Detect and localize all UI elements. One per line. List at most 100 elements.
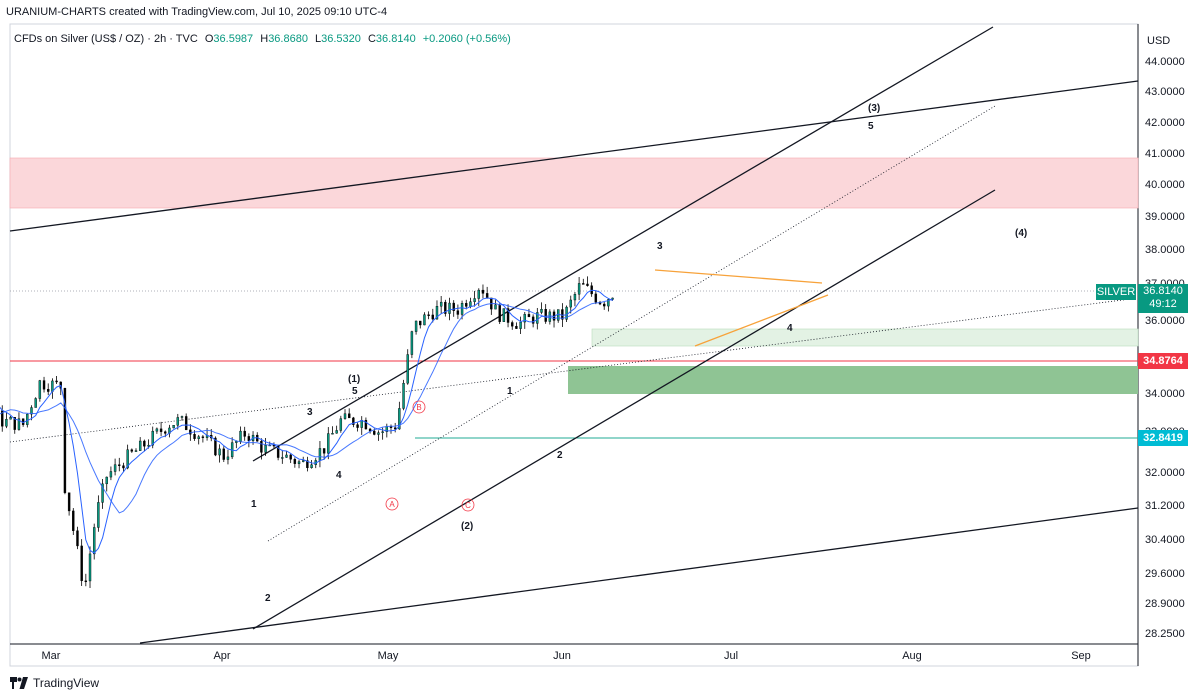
wave-label: 4	[787, 323, 793, 334]
candle-body	[164, 431, 167, 434]
candle-body	[134, 450, 138, 452]
candle-body	[582, 283, 585, 285]
candle-body	[494, 304, 497, 310]
candle-body	[130, 449, 134, 452]
candle-body	[63, 388, 67, 493]
candle-body	[247, 436, 251, 442]
candle-body	[88, 553, 92, 582]
cyan-level-price-tag: 32.8419	[1138, 430, 1188, 446]
footer-brand[interactable]: TradingView	[10, 676, 99, 690]
candle-body	[51, 380, 54, 392]
candle-body	[235, 441, 238, 443]
wave-label: (3)	[868, 103, 880, 114]
candle-body	[193, 434, 196, 439]
price-tick: 29.6000	[1145, 568, 1185, 580]
candle-body	[239, 430, 242, 442]
candle-body	[469, 301, 472, 307]
candle-body	[17, 418, 21, 430]
candle-body	[76, 530, 79, 547]
close-value: 36.8140	[375, 33, 416, 45]
candle-body	[406, 354, 409, 384]
triangle-lower-line	[694, 294, 829, 347]
candle-body	[431, 314, 435, 320]
candle-body	[285, 454, 288, 458]
candle-body	[293, 459, 297, 464]
price-tick: 28.2500	[1145, 628, 1185, 640]
candle-body	[13, 417, 16, 430]
wave-label: (1)	[348, 374, 360, 385]
candle-body	[138, 440, 142, 451]
wave-label: A	[389, 500, 395, 509]
candle-body	[502, 308, 506, 322]
candlestick-series	[1, 276, 614, 588]
red-level-price-tag: 34.8764	[1138, 353, 1188, 369]
long-dotted-trendline	[9, 297, 1139, 443]
candle-body	[101, 483, 104, 503]
candle-body	[377, 432, 380, 435]
candle-body	[318, 448, 322, 461]
candle-body	[297, 461, 301, 464]
candle-body	[155, 428, 159, 432]
candle-body	[540, 309, 543, 313]
candle-body	[477, 289, 480, 299]
candle-body	[55, 380, 58, 383]
wave-b-circle	[412, 400, 426, 414]
price-tick: 44.0000	[1145, 56, 1185, 68]
wave-label: 2	[557, 450, 563, 461]
tradingview-logo-icon	[10, 677, 28, 689]
price-tick: 43.0000	[1145, 86, 1185, 98]
time-label: Sep	[1071, 650, 1091, 662]
candle-body	[310, 464, 313, 469]
candle-body	[97, 502, 100, 528]
candle-body	[306, 460, 309, 469]
candle-body	[602, 303, 606, 307]
candle-body	[5, 418, 8, 427]
wave-label: 5	[352, 386, 358, 397]
candle-body	[427, 314, 430, 316]
candle-body	[105, 476, 108, 485]
candle-body	[511, 322, 514, 327]
ma-fast-line	[0, 289, 613, 554]
candle-body	[435, 306, 439, 320]
candle-body	[72, 510, 75, 531]
candle-body	[113, 464, 117, 472]
candle-body	[9, 417, 12, 420]
candle-body	[47, 389, 50, 392]
chart-credit: URANIUM-CHARTS created with TradingView.…	[6, 6, 388, 18]
candle-body	[260, 440, 263, 453]
support-zone-light	[591, 328, 1139, 347]
candle-body	[586, 283, 589, 286]
candle-body	[419, 320, 422, 326]
upper-trendline	[9, 80, 1139, 232]
candle-body	[214, 437, 217, 456]
price-tick: 41.0000	[1145, 148, 1185, 160]
candle-body	[335, 430, 338, 434]
currency-label[interactable]: USD	[1147, 35, 1171, 47]
time-label: May	[378, 650, 399, 662]
low-label: L	[315, 33, 322, 45]
candle-body	[577, 283, 581, 295]
candle-body	[327, 433, 330, 454]
last-price-tag: 36.8140 49:12	[1138, 284, 1188, 313]
candle-body	[356, 424, 359, 428]
candle-body	[109, 471, 113, 478]
last-price-value: 36.8140	[1143, 285, 1183, 297]
candle-body	[126, 449, 129, 469]
candle-body	[67, 492, 71, 512]
symbol-name[interactable]: CFDs on Silver (US$ / OZ) · 2h · TVC	[14, 33, 198, 45]
support-zone	[568, 366, 1138, 394]
close-label: C	[367, 33, 376, 45]
candle-body	[536, 312, 539, 324]
wave-label: 5	[868, 121, 874, 132]
candle-body	[544, 309, 547, 322]
candle-body	[42, 380, 46, 390]
open-label: O	[204, 33, 214, 45]
low-value: 36.5320	[321, 33, 361, 45]
channel-top-line	[252, 26, 994, 462]
candle-body	[523, 314, 526, 323]
candle-body	[381, 431, 384, 433]
price-tick: 42.0000	[1145, 117, 1185, 129]
candle-body	[506, 308, 510, 323]
price-tick: 36.0000	[1145, 315, 1185, 327]
